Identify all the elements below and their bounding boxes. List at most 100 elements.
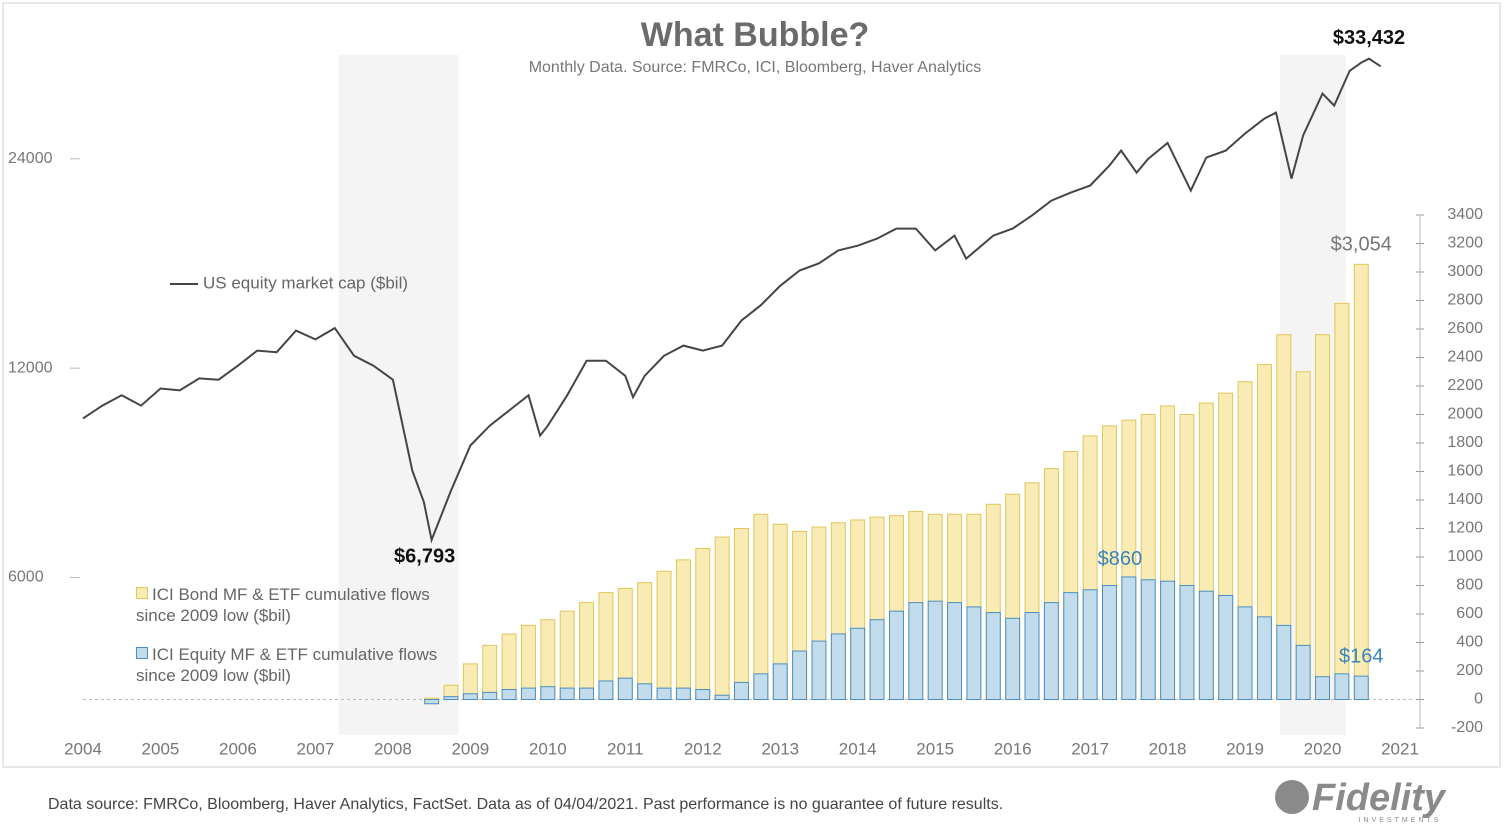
bar	[985, 612, 1001, 701]
annotation: $860	[1098, 548, 1143, 570]
bar	[1295, 644, 1311, 700]
y2-tick-label: 1800	[1447, 434, 1483, 451]
bar	[540, 686, 556, 700]
bar	[1218, 594, 1234, 700]
y2-tick-label: 3000	[1447, 263, 1483, 280]
bar	[1315, 334, 1331, 700]
bar	[579, 687, 595, 700]
bar	[772, 663, 788, 700]
legend-label: US equity market cap ($bil)	[203, 273, 408, 292]
y2-tick-label: 2600	[1447, 320, 1483, 337]
y-tick-label: 12000	[8, 359, 53, 376]
logo: Fidelity	[1312, 777, 1447, 819]
y-tick-label: 6000	[8, 569, 44, 586]
bar	[559, 610, 575, 701]
y2-tick-label: 1000	[1447, 548, 1483, 565]
bar	[617, 677, 633, 700]
bar	[637, 683, 653, 701]
bar	[1140, 579, 1156, 700]
x-tick-label: 2004	[64, 739, 102, 758]
bar	[734, 528, 749, 700]
x-tick-label: 2005	[142, 739, 180, 758]
line	[82, 57, 1382, 544]
y2-tick-label: -200	[1451, 719, 1483, 736]
bar	[695, 547, 711, 701]
y2-tick-label: 2400	[1447, 349, 1483, 366]
bar	[1121, 576, 1137, 701]
bar	[443, 696, 459, 701]
legend-item: ICI Equity MF & ETF cumulative flows sin…	[136, 644, 456, 686]
legend-swatch	[136, 587, 148, 599]
y2-tick-label: 1600	[1447, 463, 1483, 480]
y2-tick-label: 1200	[1447, 520, 1483, 537]
y2-tick-label: 200	[1456, 662, 1483, 679]
legend-label: ICI Equity MF & ETF cumulative flows sin…	[136, 645, 438, 685]
bar	[1315, 676, 1331, 701]
bar	[1102, 585, 1117, 700]
x-tick-label: 2007	[296, 739, 334, 758]
x-tick-label: 2017	[1071, 739, 1109, 758]
bar	[1353, 675, 1369, 701]
bar	[734, 681, 749, 701]
x-tick-label: 2021	[1381, 739, 1419, 758]
y2-tick-label: 3400	[1447, 206, 1483, 223]
bar	[462, 693, 478, 700]
bar	[753, 673, 769, 700]
y2-tick-label: 3200	[1447, 235, 1483, 252]
bar	[811, 640, 827, 701]
bar	[1063, 592, 1079, 700]
bar	[966, 606, 982, 700]
bar	[1043, 602, 1059, 700]
x-tick-label: 2011	[607, 739, 644, 758]
bar	[637, 582, 653, 701]
bar	[830, 633, 846, 701]
logo-sub: INVESTMENTS	[1359, 817, 1442, 824]
footer-note: Data source: FMRCo, Bloomberg, Haver Ana…	[48, 796, 1003, 813]
bar	[559, 687, 575, 700]
bar	[1198, 590, 1214, 701]
x-tick-label: 2019	[1226, 739, 1264, 758]
chart-title: What Bubble?	[641, 16, 870, 54]
bar	[1256, 616, 1272, 700]
bar	[482, 691, 498, 700]
bar	[1024, 612, 1040, 701]
logo-mark	[1275, 780, 1309, 814]
bar	[675, 687, 691, 700]
bar	[656, 687, 672, 700]
y2-tick-label: 1400	[1447, 491, 1483, 508]
bar	[501, 689, 517, 701]
y2-tick-label: 2200	[1447, 377, 1483, 394]
bar	[656, 570, 672, 700]
bar	[714, 694, 730, 700]
bar	[1179, 585, 1195, 700]
bar	[675, 559, 691, 700]
x-tick-label: 2013	[761, 739, 799, 758]
x-tick-label: 2020	[1304, 739, 1342, 758]
x-tick-label: 2012	[684, 739, 722, 758]
y2-tick-label: 0	[1474, 691, 1483, 708]
y-tick-label: 24000	[8, 150, 53, 167]
x-tick-label: 2006	[219, 739, 257, 758]
annotation: $164	[1339, 645, 1384, 667]
annotation: $6,793	[394, 545, 455, 567]
legend-label: ICI Bond MF & ETF cumulative flows since…	[136, 585, 430, 625]
bar	[792, 650, 808, 700]
bar	[1334, 673, 1350, 700]
bar	[908, 602, 924, 700]
bar	[1334, 302, 1350, 700]
shaded-band	[338, 55, 459, 735]
bar	[714, 536, 730, 700]
y2-tick-label: 2800	[1447, 292, 1483, 309]
y2-tick-label: 400	[1456, 634, 1483, 651]
bar	[1005, 617, 1021, 701]
annotation: $3,054	[1331, 234, 1392, 256]
chart-frame	[2, 2, 1501, 768]
x-tick-label: 2008	[374, 739, 412, 758]
bar	[598, 680, 614, 700]
bar	[424, 699, 440, 705]
x-tick-label: 2015	[916, 739, 954, 758]
legend-swatch	[136, 647, 148, 659]
bar	[947, 602, 963, 700]
